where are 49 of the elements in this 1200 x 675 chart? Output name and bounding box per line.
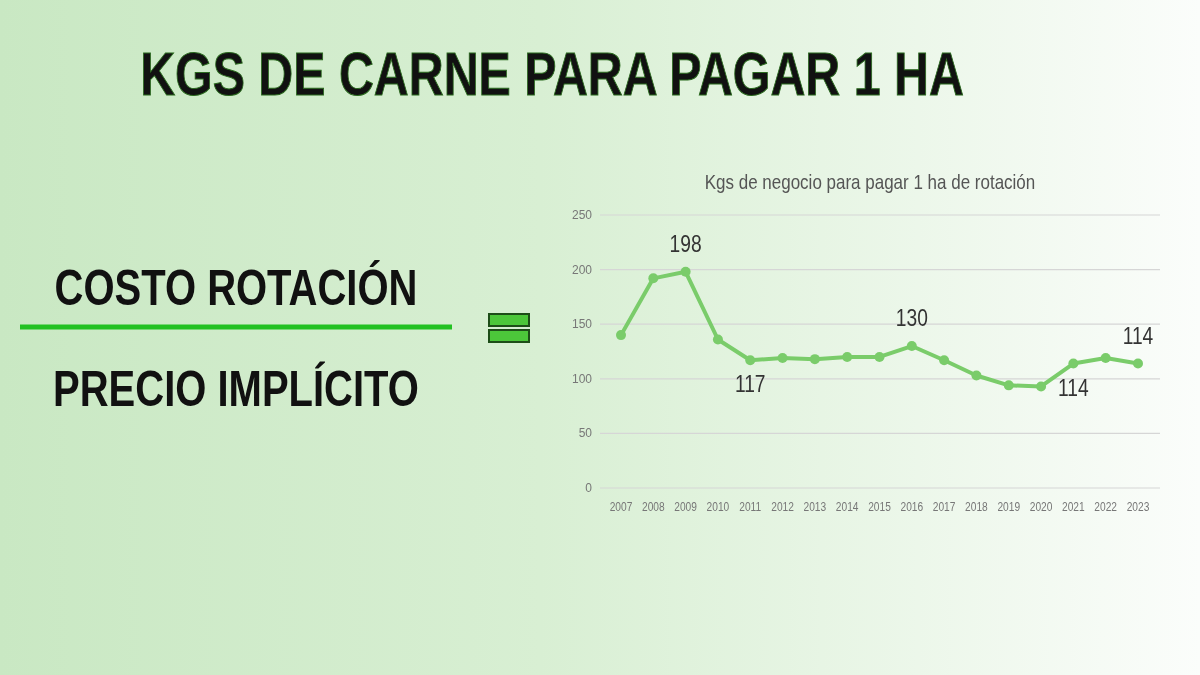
point: [971, 370, 982, 381]
point: [712, 334, 723, 345]
x-tick-label: 2017: [932, 500, 956, 514]
point: [745, 355, 756, 366]
point: [874, 351, 885, 362]
x-tick-label: 2010: [706, 500, 730, 514]
text: COSTO ROTACIÓN: [54, 259, 418, 317]
point: [809, 354, 820, 365]
x-tick-label: 2008: [641, 500, 665, 514]
x-tick-label: 2021: [1062, 500, 1085, 514]
point: [1036, 381, 1047, 392]
point: [1100, 353, 1111, 364]
point: [680, 266, 691, 277]
y-tick-label: 150: [571, 317, 593, 332]
x-tick-label: 2014: [835, 500, 859, 514]
x-tick-label: 2011: [739, 500, 762, 514]
y-tick-label: 250: [571, 208, 593, 222]
data-label: 198: [669, 229, 702, 258]
chart-title: KGS DE CARNE PARA PAGAR 1 HA: [140, 39, 964, 109]
chart-subtitle: Kgs de negocio para pagar 1 ha de rotación: [704, 170, 1036, 194]
point: [616, 330, 626, 341]
point: [1068, 358, 1079, 369]
x-tick-label: 2020: [1029, 500, 1053, 514]
point: [648, 273, 659, 284]
point: [939, 355, 950, 366]
x-tick-label: 2012: [771, 500, 794, 514]
point: [1133, 358, 1143, 369]
point: [842, 351, 853, 362]
y-tick-label: 0: [585, 481, 593, 495]
x-tick-label: 2016: [900, 500, 924, 514]
data-label: 117: [734, 370, 766, 398]
data-label: 130: [895, 303, 928, 332]
text: PRECIO IMPLÍCITO: [53, 360, 419, 418]
x-tick-label: 2022: [1094, 500, 1118, 514]
point: [906, 341, 917, 352]
x-tick-label: 2023: [1126, 500, 1150, 514]
x-tick-label: 2009: [674, 500, 697, 514]
data-label: 114: [1058, 373, 1089, 402]
data-label: 114: [1122, 321, 1154, 350]
x-tick-label: 2018: [965, 500, 988, 514]
x-tick-label: 2007: [609, 500, 633, 514]
point: [777, 353, 788, 364]
x-tick-label: 2019: [997, 500, 1021, 514]
y-tick-label: 50: [578, 426, 593, 441]
y-tick-label: 100: [571, 371, 593, 386]
x-tick-label: 2015: [868, 500, 891, 514]
point: [1003, 380, 1014, 391]
x-tick-label: 2013: [803, 500, 827, 514]
y-tick-label: 200: [571, 262, 593, 277]
